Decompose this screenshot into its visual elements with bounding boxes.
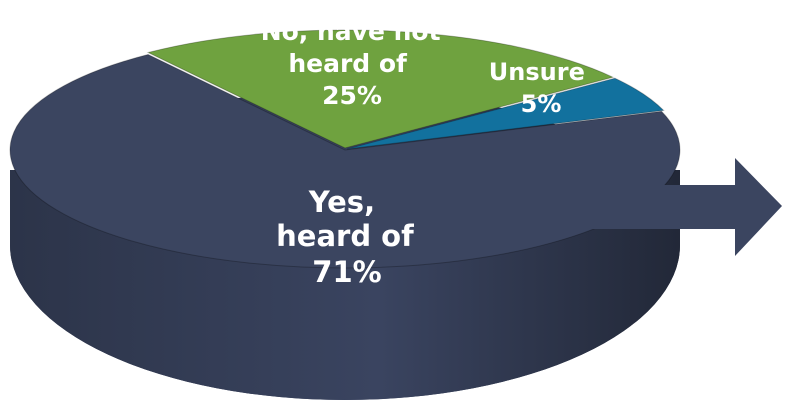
label-yes: Yes, heard of 71% [276,185,424,289]
label-no-line-1: No, have not [261,17,441,46]
pie-slice-no [146,29,615,149]
label-yes-line-2: heard of [276,219,414,253]
label-yes-value: 71% [312,255,381,289]
arrow-right-icon [445,158,782,256]
label-yes-line-1: Yes, [308,185,375,219]
label-no: No, have not heard of 25% [261,17,450,110]
label-no-value: 25% [322,81,382,110]
pie-slice-unsure [346,77,665,150]
label-no-line-2: heard of [288,49,408,78]
label-unsure-value: 5% [521,90,562,118]
label-unsure-line-1: Unsure [489,58,585,86]
label-unsure: Unsure 5% [489,58,593,118]
